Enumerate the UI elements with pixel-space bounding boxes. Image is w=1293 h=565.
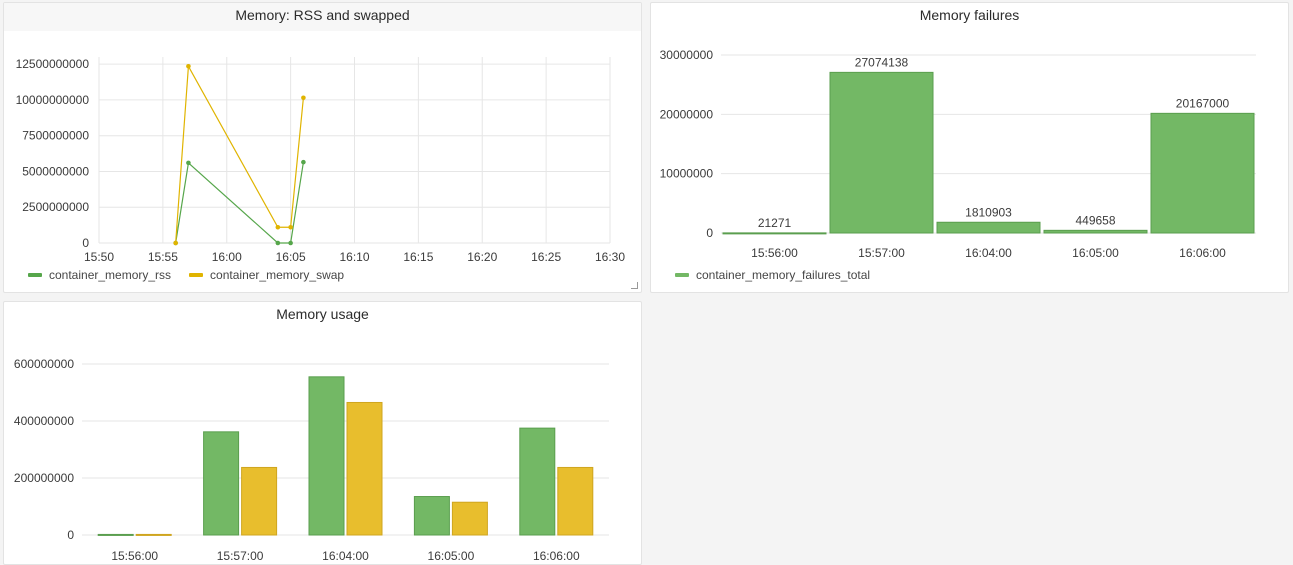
- y-tick-label: 600000000: [14, 357, 74, 371]
- x-tick-label: 16:05:00: [428, 549, 475, 563]
- x-tick-label: 15:56:00: [111, 549, 158, 563]
- y-tick-label: 30000000: [660, 48, 714, 62]
- legend-item[interactable]: container_memory_failures_total: [675, 268, 870, 282]
- x-tick-label: 16:15: [403, 250, 433, 264]
- series-line-container_memory_swap: [175, 64, 304, 244]
- bar: [413, 496, 450, 536]
- panel-memory-failures[interactable]: Memory failures 0 10000000 20000000 3000000…: [650, 2, 1289, 293]
- legend-swatch: [189, 273, 204, 277]
- x-tick-label: 15:57:00: [858, 246, 905, 260]
- data-point: [288, 240, 293, 246]
- panel-title[interactable]: Memory: RSS and swapped: [235, 7, 410, 23]
- x-tick-label: 16:05:00: [1072, 246, 1119, 260]
- bar-value-label: 21271: [758, 216, 792, 230]
- memory-failures-bar-chart: 0 10000000 20000000 30000000 21271 15:56:00 27…: [660, 48, 1256, 260]
- x-tick-label: 16:10: [339, 250, 369, 264]
- data-point: [275, 240, 281, 246]
- bar: [308, 376, 345, 536]
- y-tick-label: 20000000: [660, 107, 714, 121]
- bar-value-label: 1810903: [965, 205, 1012, 219]
- chart-legend: container_memory_rss container_memory_swa…: [28, 268, 356, 282]
- bar-value-label: 20167000: [1176, 96, 1230, 110]
- x-tick-label: 16:06:00: [1179, 246, 1226, 260]
- x-tick-label: 15:57:00: [217, 549, 264, 563]
- bar: [451, 501, 488, 536]
- data-point: [288, 224, 293, 230]
- bar-value-label: 449658: [1075, 213, 1115, 227]
- x-tick-label: 16:06:00: [533, 549, 580, 563]
- bar: [241, 466, 278, 536]
- data-point: [275, 224, 281, 230]
- x-tick-label: 15:56:00: [751, 246, 798, 260]
- x-tick-label: 16:05: [276, 250, 306, 264]
- panel-memory-rss-swapped[interactable]: Memory: RSS and swapped 15:50 15:55 16:00 1…: [3, 2, 642, 293]
- x-tick-label: 16:30: [595, 250, 625, 264]
- panel-title[interactable]: Memory failures: [919, 7, 1020, 23]
- panel-header[interactable]: [4, 3, 641, 31]
- x-tick-label: 16:00: [212, 250, 242, 264]
- bar: [829, 71, 934, 234]
- panel-title[interactable]: Memory usage: [276, 306, 369, 322]
- resize-handle-icon[interactable]: [631, 282, 638, 289]
- bar: [97, 533, 134, 536]
- bar-value-label: 27074138: [855, 55, 909, 69]
- legend-item[interactable]: container_memory_rss: [28, 268, 171, 282]
- legend-swatch: [28, 273, 42, 277]
- data-point: [173, 240, 178, 246]
- memory-rss-line-chart: 15:50 15:55 16:00 16:05 16:10 16:15 16:20 16:25…: [16, 57, 625, 264]
- data-point: [186, 160, 191, 166]
- bar: [135, 533, 172, 536]
- x-tick-label: 16:04:00: [965, 246, 1012, 260]
- x-tick-label: 16:25: [531, 250, 561, 264]
- y-tick-label: 0: [82, 236, 89, 250]
- panel-memory-usage[interactable]: Memory usage 0 200000000 400000000 60000000…: [3, 301, 642, 565]
- x-tick-label: 16:20: [467, 250, 497, 264]
- legend-label: container_memory_failures_total: [696, 268, 871, 282]
- y-tick-label: 200000000: [14, 471, 74, 485]
- bar: [519, 427, 556, 536]
- x-tick-label: 15:50: [84, 250, 114, 264]
- legend-label: container_memory_rss: [49, 268, 172, 282]
- chart-legend: container_memory_failures_total: [675, 268, 882, 282]
- series-line-container_memory_rss: [175, 161, 304, 244]
- bar: [346, 401, 383, 536]
- y-tick-label: 0: [67, 528, 74, 542]
- y-tick-label: 10000000000: [16, 93, 90, 107]
- bar: [557, 466, 594, 536]
- y-tick-label: 0: [706, 226, 713, 240]
- bar: [1043, 229, 1148, 234]
- y-tick-label: 10000000: [660, 167, 714, 181]
- y-tick-label: 400000000: [14, 414, 74, 428]
- data-point: [301, 159, 306, 165]
- y-tick-label: 7500000000: [22, 129, 89, 143]
- data-point: [186, 64, 191, 69]
- legend-label: container_memory_swap: [210, 268, 345, 282]
- legend-swatch: [675, 273, 689, 277]
- bar: [722, 232, 827, 235]
- x-tick-label: 16:04:00: [322, 549, 369, 563]
- y-tick-label: 5000000000: [22, 164, 89, 178]
- bar: [936, 221, 1041, 234]
- bar: [1150, 112, 1255, 234]
- legend-item[interactable]: container_memory_swap: [189, 268, 344, 282]
- data-point: [301, 95, 306, 101]
- x-tick-label: 15:55: [148, 250, 178, 264]
- memory-usage-bar-chart: 0 200000000 400000000 600000000 15:56:00 15:5…: [14, 357, 609, 563]
- bar: [203, 431, 240, 536]
- y-tick-label: 12500000000: [16, 57, 90, 71]
- y-tick-label: 2500000000: [22, 200, 89, 214]
